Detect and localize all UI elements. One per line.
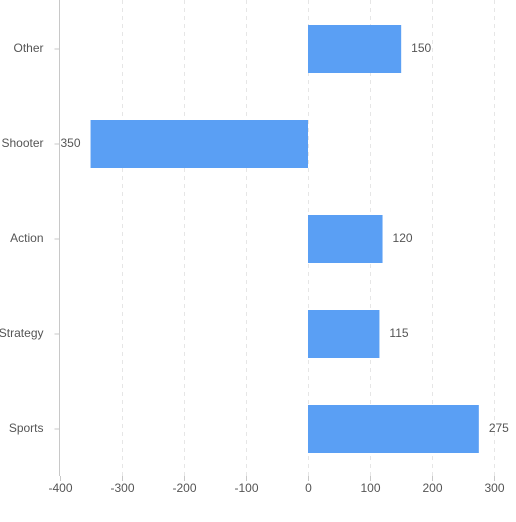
x-tick-label: -200 [172, 481, 196, 495]
bar-other [307, 25, 402, 73]
x-tick-label: 100 [360, 481, 380, 495]
x-tick-label: -300 [110, 481, 134, 495]
data-label: 115 [389, 326, 408, 340]
bar-action [307, 215, 383, 263]
data-label: 120 [393, 231, 413, 245]
x-tick-label: 200 [422, 481, 442, 495]
y-tick-label: Other [13, 41, 43, 55]
x-tick-label: -100 [234, 481, 258, 495]
y-tick-label: Sports [9, 421, 44, 435]
bar-sports [307, 405, 479, 453]
data-label: 150 [411, 41, 431, 55]
bar-shooter [90, 120, 308, 168]
bars [90, 25, 479, 453]
x-tick-label: -400 [48, 481, 72, 495]
y-tick-label: Strategy [0, 326, 44, 340]
data-label: -350 [57, 136, 81, 150]
data-label: 275 [489, 421, 509, 435]
bar-strategy [307, 310, 380, 358]
axes: -400 -300 -200 -100 0 100 200 300 Other Shooter Ac… [0, 0, 505, 495]
data-labels: 150 -350 120 115 275 [57, 41, 510, 435]
x-tick-label: 300 [484, 481, 504, 495]
x-tick-label: 0 [305, 481, 312, 495]
y-tick-label: Action [10, 231, 43, 245]
y-tick-label: Shooter [1, 136, 43, 150]
